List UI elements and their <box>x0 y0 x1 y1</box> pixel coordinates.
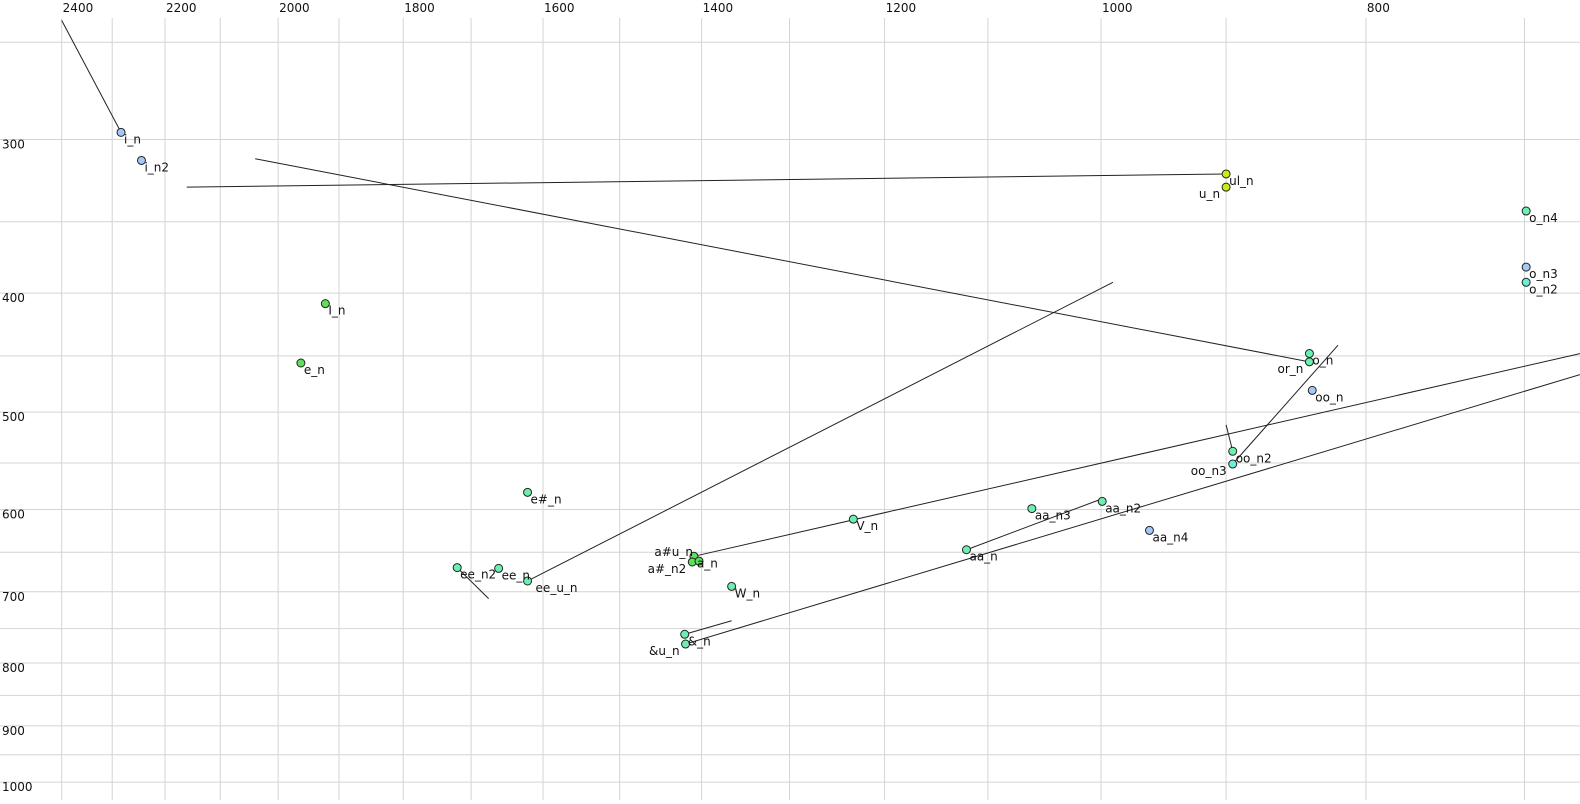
point-label: o_n <box>1312 354 1333 368</box>
data-point <box>681 639 691 649</box>
data-point <box>1221 169 1231 179</box>
point-label: aa_n4 <box>1152 530 1188 544</box>
point-label: or_n <box>1278 362 1304 376</box>
data-point <box>452 563 462 573</box>
point-labels: i_ni_n2 ul_n u_n o_n4 o_n3o_n2 I_n e_n o_n or_no… <box>124 132 1558 658</box>
x-tick-label: 1200 <box>886 1 917 15</box>
x-tick-label: 1000 <box>1102 1 1133 15</box>
point-label: a#u_n <box>654 545 693 559</box>
y-tick-label: 900 <box>2 724 25 738</box>
point-label: ee_n2 <box>460 568 496 582</box>
trajectory-line <box>456 567 490 599</box>
data-point <box>961 545 971 555</box>
y-tick-label: 600 <box>2 507 25 521</box>
trajectory-line <box>186 173 1227 188</box>
point-label: i_n <box>124 132 141 146</box>
trajectory-line <box>61 20 122 133</box>
data-point <box>116 127 126 137</box>
data-point <box>1521 262 1531 272</box>
data-point <box>1097 496 1107 506</box>
data-point <box>1228 459 1238 469</box>
data-point <box>136 155 146 165</box>
point-label: o_n3 <box>1529 267 1558 281</box>
data-point <box>494 563 504 573</box>
trajectory-line <box>1232 344 1339 465</box>
point-label: I_n <box>328 304 345 318</box>
point-label: a#_n2 <box>648 562 687 576</box>
x-tick-label: 1800 <box>404 1 435 15</box>
trajectory-line <box>685 374 1580 645</box>
data-point <box>1307 385 1317 395</box>
data-point <box>1027 504 1037 514</box>
x-tick-label: 2200 <box>166 1 197 15</box>
trajectory-line <box>527 281 1114 582</box>
x-tick-label: 1600 <box>544 1 575 15</box>
point-label: e#_n <box>531 492 562 506</box>
point-label: aa_n2 <box>1105 501 1141 515</box>
data-point <box>694 556 704 566</box>
point-label: oo_n2 <box>1236 451 1272 465</box>
point-label: V_n <box>856 519 878 533</box>
y-tick-label: 800 <box>2 661 25 675</box>
trajectory-line <box>693 353 1580 557</box>
x-tick-label: 800 <box>1367 1 1390 15</box>
x-tick-label: 2400 <box>63 1 94 15</box>
trajectory-line <box>1225 424 1234 452</box>
data-point <box>296 358 306 368</box>
y-tick-label: 400 <box>2 291 25 305</box>
point-label: oo_n <box>1315 390 1343 404</box>
data-point <box>1221 182 1231 192</box>
trajectory-line <box>966 499 1101 551</box>
point-label: W_n <box>735 586 760 600</box>
point-label: ee_u_n <box>536 581 578 595</box>
point-label: o_n2 <box>1529 282 1558 296</box>
grid <box>0 18 1580 800</box>
y-tick-label: 1000 <box>2 780 33 794</box>
data-point <box>1521 277 1531 287</box>
point-label: &_n <box>688 634 711 648</box>
point-label: o_n4 <box>1529 211 1558 225</box>
point-label: ee_n <box>502 568 530 582</box>
data-point <box>320 299 330 309</box>
data-point <box>848 514 858 524</box>
x-tick-label: 2000 <box>279 1 310 15</box>
x-tick-label: 1400 <box>703 1 734 15</box>
data-point <box>523 576 533 586</box>
point-label: aa_n3 <box>1035 509 1071 523</box>
point-label: u_n <box>1199 187 1220 201</box>
data-point <box>523 487 533 497</box>
point-label: aa_n <box>969 550 997 564</box>
y-tick-label: 300 <box>2 138 25 152</box>
data-point <box>1304 357 1314 367</box>
point-label: i_n2 <box>144 160 169 174</box>
trajectory-line <box>684 620 732 635</box>
point-label: ul_n <box>1229 174 1254 188</box>
data-point <box>1144 525 1154 535</box>
point-label: oo_n3 <box>1191 464 1227 478</box>
point-label: &u_n <box>649 644 680 658</box>
trajectories <box>61 20 1580 645</box>
point-label: e_n <box>304 363 325 377</box>
tick-labels: 2400 2200 2000 1800 1600 1400 1200 1000 800 300 40… <box>2 1 1390 794</box>
point-label: a_n <box>697 556 718 570</box>
data-point <box>1228 446 1238 456</box>
data-point <box>1521 206 1531 216</box>
data-point <box>680 629 690 639</box>
data-point <box>727 581 737 591</box>
y-tick-label: 500 <box>2 410 25 424</box>
trajectory-line <box>255 158 1310 363</box>
data-points <box>116 127 1531 649</box>
y-tick-label: 700 <box>2 590 25 604</box>
